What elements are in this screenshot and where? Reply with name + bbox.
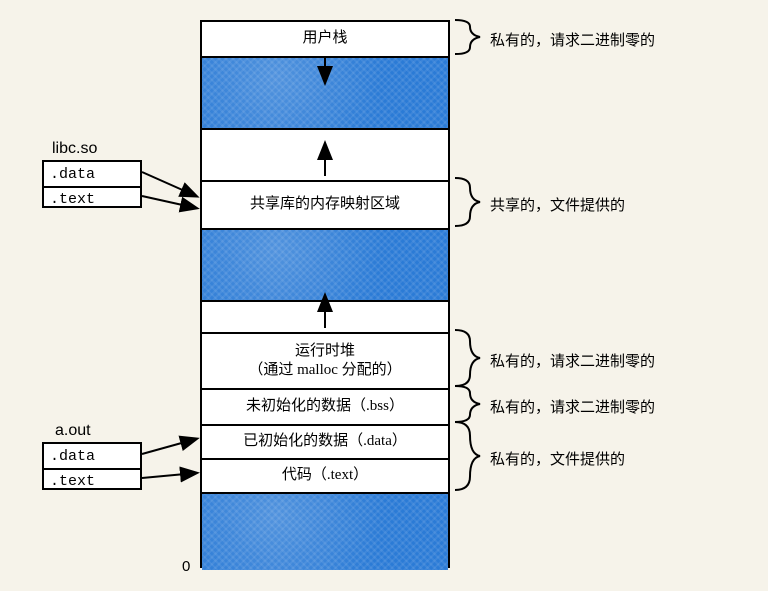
segment-gap2 [202,228,448,300]
segment-bss: 未初始化的数据（.bss） [202,388,448,424]
memory-stack: 用户栈共享库的内存映射区域运行时堆（通过 malloc 分配的）未初始化的数据（… [200,20,450,568]
leftbox-title-a-out: a.out [55,422,91,440]
annotation-a5: 私有的，文件提供的 [490,448,625,469]
segment-gap3 [202,492,448,570]
segment-user_stack: 用户栈 [202,22,448,56]
memory-map-diagram: 用户栈共享库的内存映射区域运行时堆（通过 malloc 分配的）未初始化的数据（… [0,0,768,591]
leftbox-row: .data [44,444,140,468]
segment-heap: 运行时堆（通过 malloc 分配的） [202,332,448,388]
leftbox-row: .text [44,186,140,210]
zero-label: 0 [182,558,190,575]
segment-mmap_shared: 共享库的内存映射区域 [202,180,448,228]
segment-gap1 [202,56,448,128]
annotation-a2: 共享的，文件提供的 [490,194,625,215]
segment-text: 代码（.text） [202,458,448,492]
annotation-a1: 私有的，请求二进制零的 [490,29,655,50]
segment-data: 已初始化的数据（.data） [202,424,448,458]
leftbox-title-libc-so: libc.so [52,140,97,158]
annotation-a4: 私有的，请求二进制零的 [490,396,655,417]
annotation-a3: 私有的，请求二进制零的 [490,350,655,371]
leftbox-row: .data [44,162,140,186]
leftbox-row: .text [44,468,140,492]
leftbox-a-out: .data.text [42,442,142,490]
leftbox-libc-so: .data.text [42,160,142,208]
